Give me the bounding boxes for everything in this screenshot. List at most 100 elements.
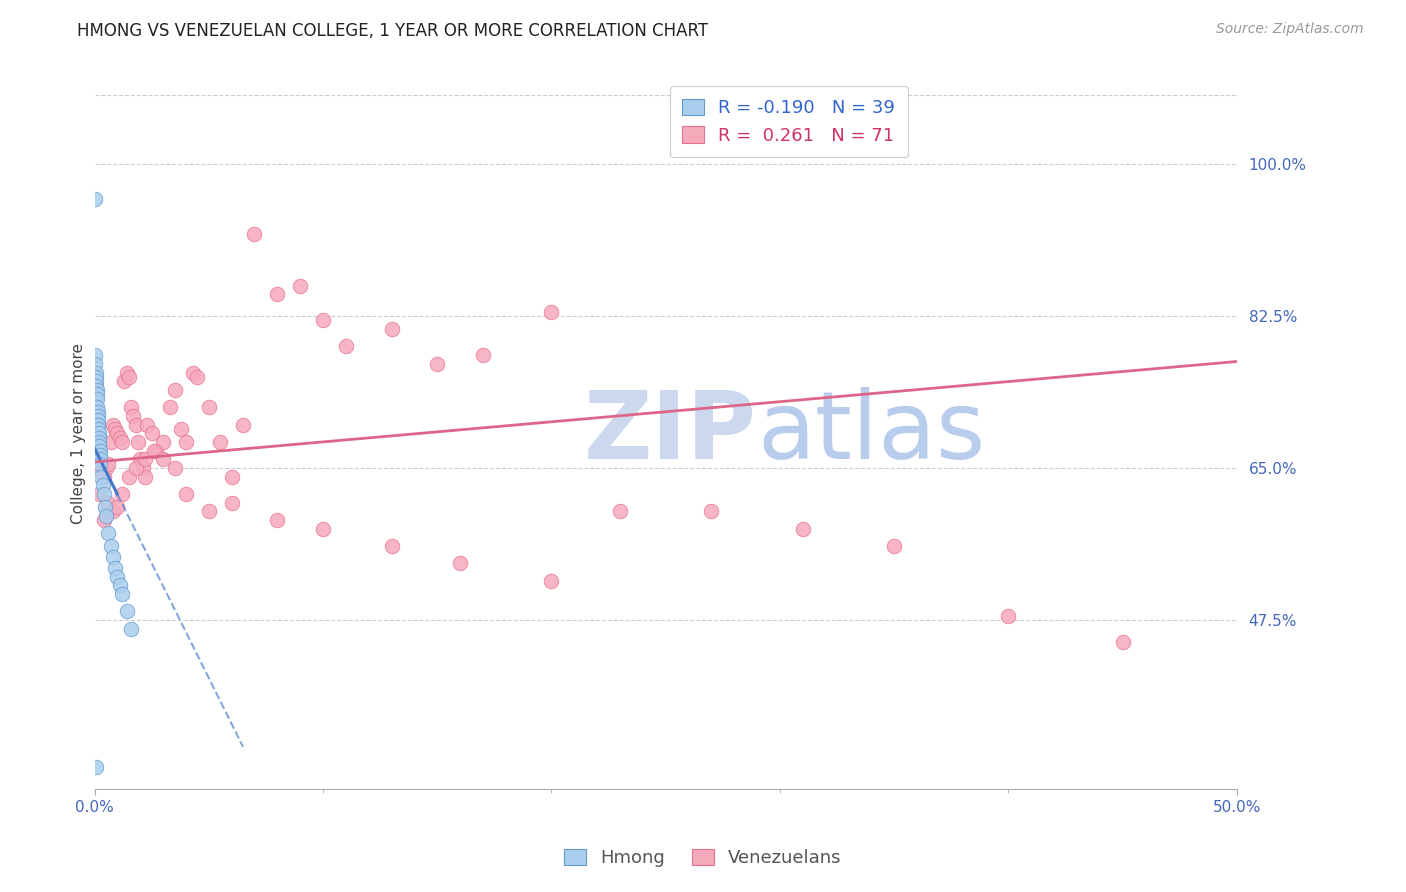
- Text: ZIP: ZIP: [585, 387, 756, 479]
- Point: [97, 457, 120, 471]
- Point: [86, 383, 108, 397]
- Point: [84, 357, 107, 371]
- Text: HMONG VS VENEZUELAN COLLEGE, 1 YEAR OR MORE CORRELATION CHART: HMONG VS VENEZUELAN COLLEGE, 1 YEAR OR M…: [77, 22, 709, 40]
- Point: [120, 401, 142, 415]
- Point: [101, 504, 124, 518]
- Point: [174, 487, 197, 501]
- Point: [288, 278, 311, 293]
- Point: [100, 539, 122, 553]
- Point: [107, 569, 129, 583]
- Point: [380, 322, 402, 336]
- Text: Source: ZipAtlas.com: Source: ZipAtlas.com: [1216, 22, 1364, 37]
- Point: [87, 409, 110, 423]
- Point: [134, 452, 156, 467]
- Point: [125, 461, 148, 475]
- Point: [87, 413, 110, 427]
- Point: [209, 434, 232, 449]
- Point: [163, 461, 186, 475]
- Point: [87, 417, 110, 432]
- Point: [380, 539, 402, 553]
- Point: [107, 426, 129, 441]
- Point: [127, 434, 149, 449]
- Point: [101, 549, 124, 564]
- Point: [94, 500, 117, 514]
- Point: [312, 313, 335, 327]
- Point: [87, 426, 110, 441]
- Point: [134, 469, 156, 483]
- Point: [84, 192, 107, 206]
- Point: [89, 439, 111, 453]
- Point: [335, 339, 357, 353]
- Point: [86, 457, 108, 471]
- Point: [122, 409, 145, 423]
- Point: [104, 561, 127, 575]
- Point: [221, 469, 243, 483]
- Point: [243, 227, 266, 241]
- Point: [129, 452, 152, 467]
- Point: [89, 448, 111, 462]
- Point: [100, 434, 122, 449]
- Point: [87, 422, 110, 436]
- Point: [141, 426, 163, 441]
- Point: [107, 500, 129, 514]
- Point: [792, 522, 814, 536]
- Point: [86, 401, 108, 415]
- Y-axis label: College, 1 year or more: College, 1 year or more: [72, 343, 86, 524]
- Point: [700, 504, 723, 518]
- Point: [131, 461, 153, 475]
- Point: [449, 557, 471, 571]
- Point: [143, 443, 166, 458]
- Point: [108, 578, 131, 592]
- Point: [111, 434, 134, 449]
- Point: [89, 487, 111, 501]
- Point: [198, 401, 221, 415]
- Point: [118, 469, 141, 483]
- Point: [84, 370, 107, 384]
- Point: [540, 305, 562, 319]
- Point: [115, 366, 138, 380]
- Point: [997, 608, 1019, 623]
- Point: [883, 539, 905, 553]
- Point: [91, 478, 114, 492]
- Point: [152, 452, 174, 467]
- Point: [145, 443, 167, 458]
- Point: [221, 496, 243, 510]
- Point: [86, 387, 108, 401]
- Point: [266, 513, 288, 527]
- Point: [104, 422, 127, 436]
- Point: [540, 574, 562, 588]
- Point: [120, 622, 142, 636]
- Point: [426, 357, 449, 371]
- Point: [125, 417, 148, 432]
- Point: [1111, 634, 1133, 648]
- Point: [609, 504, 631, 518]
- Point: [89, 443, 111, 458]
- Point: [118, 370, 141, 384]
- Point: [94, 508, 117, 523]
- Point: [89, 452, 111, 467]
- Point: [90, 469, 112, 483]
- Point: [198, 504, 221, 518]
- Point: [108, 431, 131, 445]
- Point: [186, 370, 208, 384]
- Point: [90, 466, 112, 480]
- Point: [112, 374, 135, 388]
- Point: [163, 383, 186, 397]
- Point: [84, 348, 107, 362]
- Point: [111, 487, 134, 501]
- Point: [266, 287, 288, 301]
- Point: [93, 487, 115, 501]
- Point: [89, 457, 111, 471]
- Point: [136, 417, 159, 432]
- Point: [86, 378, 108, 392]
- Text: atlas: atlas: [756, 387, 986, 479]
- Point: [84, 366, 107, 380]
- Point: [86, 404, 108, 418]
- Point: [471, 348, 494, 362]
- Point: [84, 374, 107, 388]
- Point: [94, 461, 117, 475]
- Point: [152, 434, 174, 449]
- Point: [87, 431, 110, 445]
- Point: [86, 392, 108, 406]
- Point: [111, 587, 134, 601]
